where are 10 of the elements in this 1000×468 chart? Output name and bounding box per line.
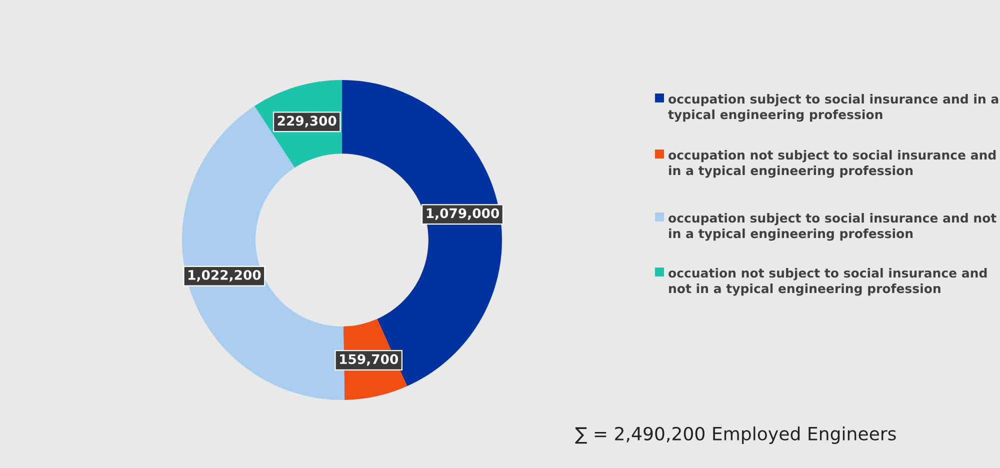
legend-label: occupation subject to social insurance and not in a typical engineering profession bbox=[668, 213, 996, 241]
legend-label: occupation not subject to social insurance and in a typical engineering profession bbox=[668, 150, 996, 178]
legend-label: occupation subject to social insurance and in a typical engineering profession bbox=[668, 94, 998, 122]
data-label: 159,700 bbox=[340, 354, 398, 366]
data-label: 1,079,000 bbox=[426, 208, 500, 220]
text: ∑ = 2,490,200 Employed Engineers bbox=[575, 426, 896, 444]
donut-slice bbox=[342, 80, 502, 386]
data-label: 1,022,200 bbox=[188, 270, 261, 282]
data-label: 229,300 bbox=[278, 116, 336, 128]
legend-label: occuation not subject to social insurance and not in a typical engineering profession bbox=[668, 268, 987, 296]
